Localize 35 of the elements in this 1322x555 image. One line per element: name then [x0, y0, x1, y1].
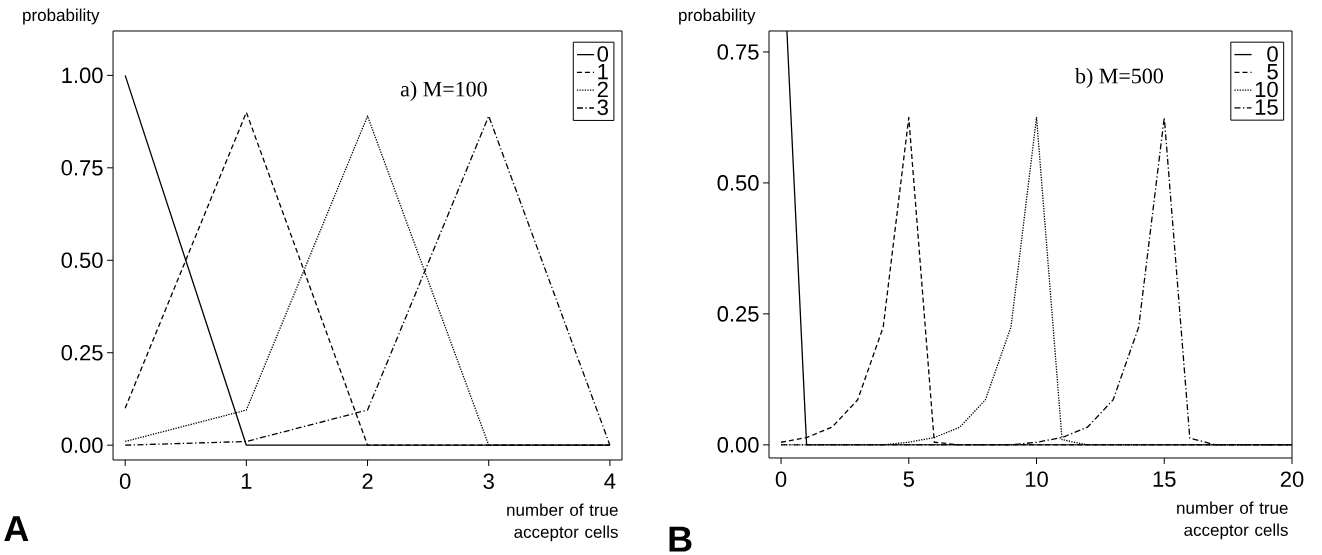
legend-label: 3 — [597, 99, 608, 116]
annotation: a) M=100 — [400, 81, 487, 102]
x-tick-label: 2 — [362, 473, 373, 489]
legend-label: 2 — [597, 81, 608, 98]
x-tick-label: 15 — [1153, 471, 1176, 487]
x-tick-label: 10 — [1025, 471, 1048, 488]
x-tick-label: 5 — [903, 471, 914, 487]
y-tick-label: 0.25 — [61, 345, 103, 361]
text: B — [669, 526, 692, 552]
y-tick-label: 0.75 — [717, 44, 759, 60]
y-axis-title: probability — [23, 8, 100, 25]
annotation: b) M=500 — [1075, 68, 1163, 89]
y-axis-title: probability — [679, 8, 756, 25]
legend-label: 10 — [1255, 81, 1278, 98]
y-tick-label: 0.50 — [717, 175, 759, 191]
y-tick-label: 0.00 — [717, 437, 759, 453]
y-tick-label: 0.75 — [61, 160, 103, 176]
x-tick-label: 1 — [241, 473, 252, 489]
y-tick-label: 0.25 — [717, 306, 759, 322]
y-tick-label: 0.50 — [61, 252, 103, 269]
legend-label: 5 — [1267, 64, 1278, 80]
y-tick-label: 1.00 — [62, 67, 103, 84]
legend-label: 1 — [598, 64, 608, 80]
x-tick-label: 0 — [119, 473, 131, 490]
x-tick-label: 0 — [775, 471, 787, 488]
x-tick-label: 20 — [1280, 471, 1304, 488]
x-tick-label: 3 — [483, 473, 494, 490]
legend-label: 0 — [1267, 46, 1278, 62]
x-axis-title: number of true acceptor cells — [1177, 501, 1288, 540]
x-axis-title: number of true acceptor cells — [507, 503, 618, 542]
legend-label: 15 — [1255, 99, 1278, 115]
x-tick-label: 4 — [604, 473, 616, 489]
text: A — [4, 516, 29, 542]
y-tick-label: 0.00 — [61, 437, 103, 454]
legend-label: 0 — [597, 46, 609, 62]
